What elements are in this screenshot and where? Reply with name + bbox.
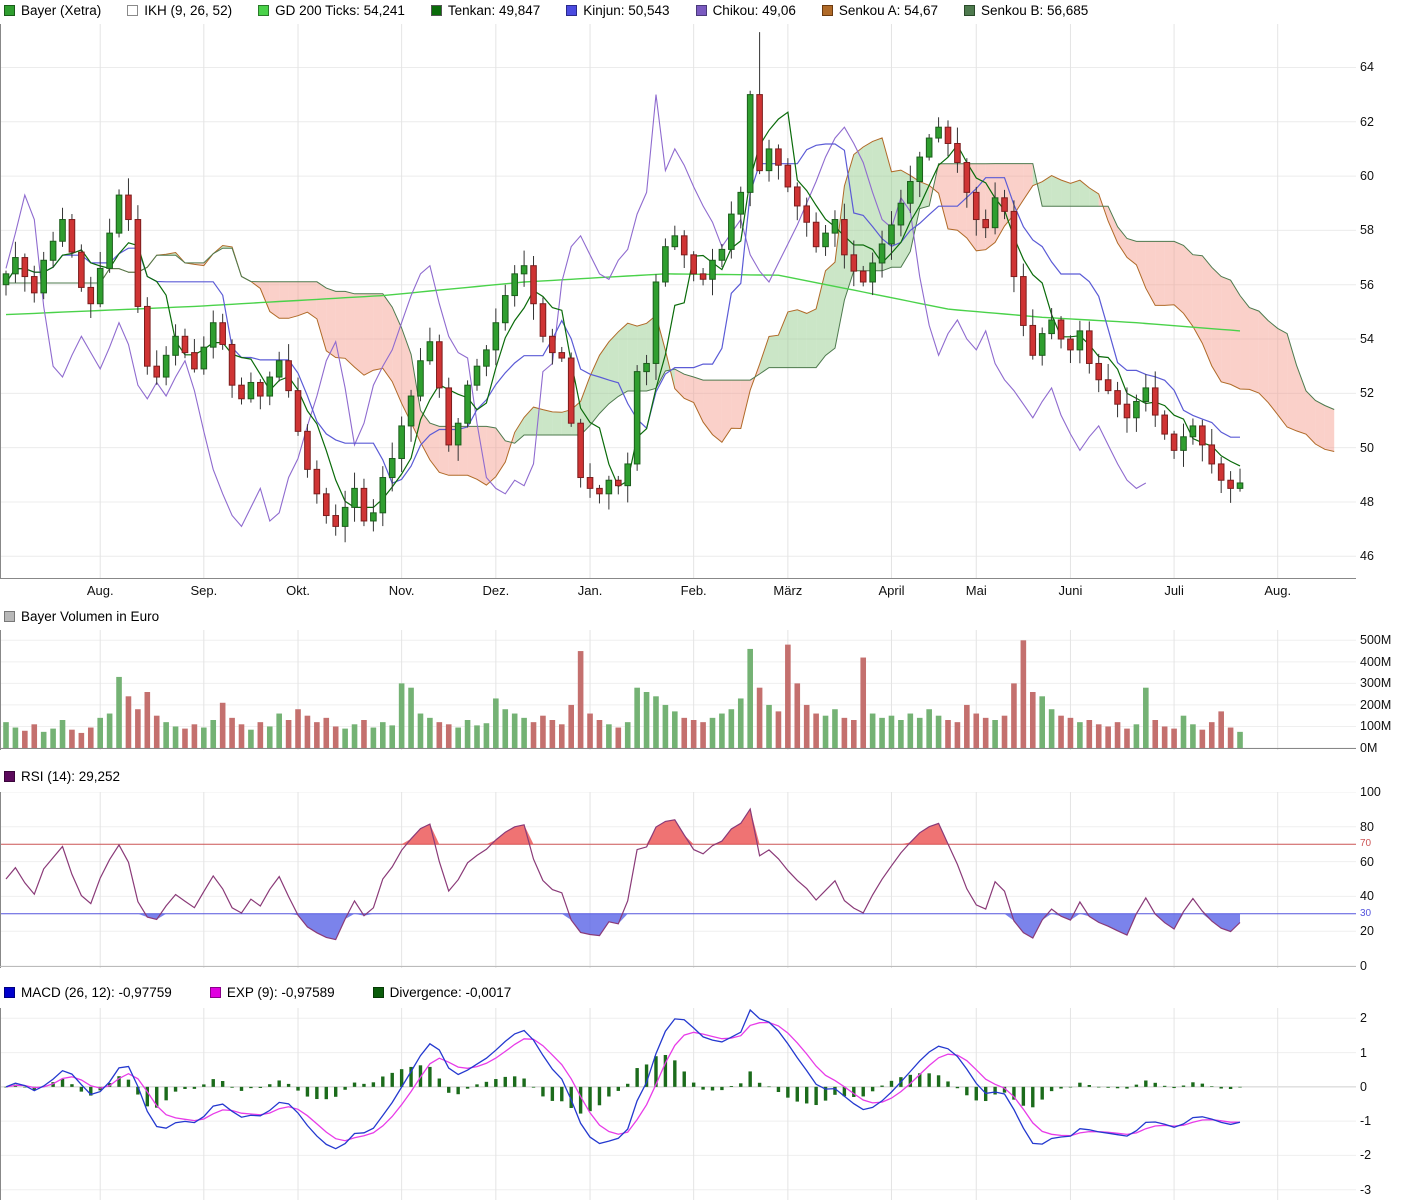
- exp-swatch-icon: [209, 987, 221, 998]
- legend-label-macd: MACD (26, 12): -0,97759: [21, 985, 172, 1000]
- legend-item-ikh: IKH (9, 26, 52): [127, 3, 232, 18]
- y-axis-labels: 64 62 60 58 56 54 52 50 48 46 500M 400M 300M 200M 100M…: [1360, 0, 1410, 1200]
- rsi-legend: RSI (14): 29,252: [4, 769, 120, 784]
- price-legend: Bayer (Xetra) IKH (9, 26, 52) GD 200 Tic…: [4, 3, 1088, 18]
- legend-label-tenkan: Tenkan: 49,847: [447, 3, 541, 18]
- legend-item-volume: Bayer Volumen in Euro: [4, 609, 159, 624]
- legend-item-senkou-b: Senkou B: 56,685: [963, 3, 1089, 18]
- x-axis-months: Aug. Sep. Okt. Nov. Dez. Jan. Feb. März April Mai…: [0, 579, 1356, 601]
- legend-label-chikou: Chikou: 49,06: [712, 3, 796, 18]
- y-axis-tick: 0: [1360, 959, 1367, 973]
- y-axis-tick: -3: [1360, 1182, 1372, 1197]
- legend-label-kinjun: Kinjun: 50,543: [583, 3, 670, 18]
- legend-label-senkou-b: Senkou B: 56,685: [980, 3, 1089, 18]
- macd-legend: MACD (26, 12): -0,97759 EXP (9): -0,9758…: [4, 985, 511, 1000]
- macd-swatch-icon: [4, 987, 15, 998]
- y-axis-tick: 62: [1360, 114, 1374, 129]
- macd-chart-svg: [0, 1008, 1356, 1200]
- y-axis-tick: 100: [1360, 785, 1381, 799]
- y-axis-tick: 400M: [1360, 654, 1392, 669]
- legend-label-volume: Bayer Volumen in Euro: [21, 609, 160, 624]
- y-axis-tick: 2: [1360, 1011, 1367, 1026]
- price-chart-svg: [0, 24, 1356, 579]
- y-axis-tick: 54: [1360, 332, 1374, 347]
- price-panel: [0, 24, 1356, 580]
- month-label: Sep.: [190, 583, 218, 598]
- divergence-swatch-icon: [372, 987, 384, 998]
- month-label: Aug.: [1264, 583, 1292, 598]
- chikou-swatch-icon: [695, 5, 707, 16]
- month-label: März: [773, 583, 803, 598]
- y-axis-tick: -1: [1360, 1114, 1372, 1129]
- legend-label-bayer: Bayer (Xetra): [21, 3, 102, 18]
- legend-item-gd200: GD 200 Ticks: 54,241: [258, 3, 405, 18]
- y-axis-tick: 500M: [1360, 633, 1392, 648]
- legend-label-divergence: Divergence: -0,0017: [389, 985, 512, 1000]
- month-label: Juli: [1164, 583, 1184, 598]
- legend-item-exp: EXP (9): -0,97589: [209, 985, 335, 1000]
- y-axis-tick: 46: [1360, 549, 1374, 564]
- y-axis-tick: 200M: [1360, 697, 1392, 712]
- y-axis-tick: 58: [1360, 223, 1374, 238]
- y-axis-tick: 80: [1360, 819, 1374, 834]
- y-axis-tick: 48: [1360, 494, 1374, 509]
- y-axis-tick: -2: [1360, 1148, 1372, 1163]
- y-axis-tick: 40: [1360, 889, 1374, 904]
- y-axis-tick: 0: [1360, 1079, 1367, 1094]
- rsi-chart-svg: [0, 792, 1356, 968]
- y-axis-tick: 56: [1360, 277, 1374, 292]
- y-axis-tick: 70: [1360, 838, 1372, 850]
- month-label: Jan.: [577, 583, 603, 598]
- y-axis-tick: 50: [1360, 440, 1374, 455]
- legend-item-bayer: Bayer (Xetra): [4, 3, 101, 18]
- legend-item-divergence: Divergence: -0,0017: [372, 985, 512, 1000]
- y-axis-tick: 20: [1360, 924, 1374, 939]
- month-label: Feb.: [680, 583, 707, 598]
- legend-label-exp: EXP (9): -0,97589: [226, 985, 335, 1000]
- y-axis-tick: 100M: [1360, 719, 1392, 734]
- y-axis-tick: 0M: [1360, 741, 1378, 755]
- month-label: Dez.: [482, 583, 510, 598]
- legend-item-tenkan: Tenkan: 49,847: [430, 3, 541, 18]
- ikh-swatch-icon: [127, 5, 139, 16]
- macd-panel: [0, 1008, 1356, 1200]
- month-label: Okt.: [286, 583, 310, 598]
- volume-panel: [0, 630, 1356, 752]
- legend-label-ikh: IKH (9, 26, 52): [144, 3, 233, 18]
- y-axis-tick: 1: [1360, 1045, 1367, 1060]
- y-axis-tick: 30: [1360, 907, 1372, 919]
- y-axis-tick: 300M: [1360, 676, 1392, 691]
- month-label: April: [878, 583, 905, 598]
- tenkan-swatch-icon: [430, 5, 442, 16]
- legend-item-senkou-a: Senkou A: 54,67: [821, 3, 938, 18]
- volume-chart-svg: [0, 630, 1356, 750]
- month-label: Mai: [965, 583, 987, 598]
- bayer-series-swatch-icon: [4, 5, 15, 16]
- gd200-swatch-icon: [258, 5, 270, 16]
- legend-item-chikou: Chikou: 49,06: [695, 3, 796, 18]
- volume-legend: Bayer Volumen in Euro: [4, 609, 159, 624]
- legend-item-rsi: RSI (14): 29,252: [4, 769, 120, 784]
- senkou-b-swatch-icon: [963, 5, 975, 16]
- legend-item-macd: MACD (26, 12): -0,97759: [4, 985, 172, 1000]
- rsi-panel: [0, 792, 1356, 968]
- month-label: Juni: [1058, 583, 1083, 598]
- volume-swatch-icon: [4, 611, 15, 622]
- y-axis-tick: 52: [1360, 386, 1374, 401]
- senkou-a-swatch-icon: [821, 5, 833, 16]
- month-label: Nov.: [388, 583, 415, 598]
- y-axis-tick: 60: [1360, 854, 1374, 869]
- legend-item-kinjun: Kinjun: 50,543: [566, 3, 670, 18]
- rsi-swatch-icon: [4, 771, 15, 782]
- y-axis-tick: 64: [1360, 60, 1374, 75]
- legend-label-gd200: GD 200 Ticks: 54,241: [275, 3, 405, 18]
- month-label: Aug.: [86, 583, 114, 598]
- y-axis-tick: 60: [1360, 169, 1374, 184]
- legend-label-rsi: RSI (14): 29,252: [21, 769, 121, 784]
- kinjun-swatch-icon: [566, 5, 578, 16]
- legend-label-senkou-a: Senkou A: 54,67: [838, 3, 938, 18]
